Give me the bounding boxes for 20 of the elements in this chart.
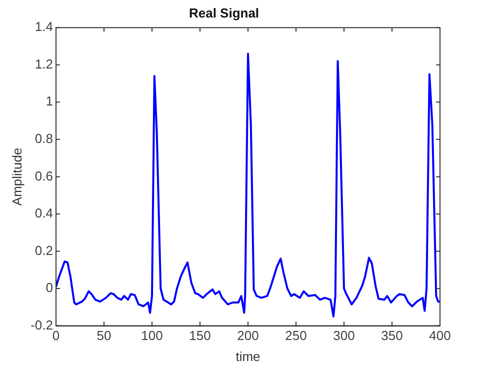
y-tick-label: 0.8 — [34, 131, 53, 146]
x-tick-label: 200 — [237, 328, 259, 344]
y-tick-label: -0.2 — [30, 317, 53, 332]
x-tick-label: 50 — [96, 328, 112, 344]
x-tick-label: 400 — [429, 328, 451, 344]
x-axis-title: time — [236, 348, 260, 364]
y-axis-title: Amplitude — [9, 148, 24, 206]
y-tick-label: 1 — [46, 94, 53, 109]
x-tick-label: 350 — [381, 328, 403, 344]
y-tick-label: 0 — [46, 280, 53, 296]
x-tick-label: 250 — [285, 328, 307, 344]
y-tick-label: 1.2 — [34, 56, 53, 72]
y-tick-label: 1.4 — [34, 19, 53, 34]
y-tick-label: 0.6 — [34, 168, 53, 184]
y-tick-label: 0.4 — [34, 206, 53, 221]
x-tick-label: 150 — [189, 328, 211, 344]
y-tick-label: 0.2 — [34, 242, 53, 258]
chart-title: Real Signal — [188, 5, 260, 20]
x-tick-label: 300 — [333, 328, 355, 344]
x-tick-label: 100 — [141, 328, 163, 344]
